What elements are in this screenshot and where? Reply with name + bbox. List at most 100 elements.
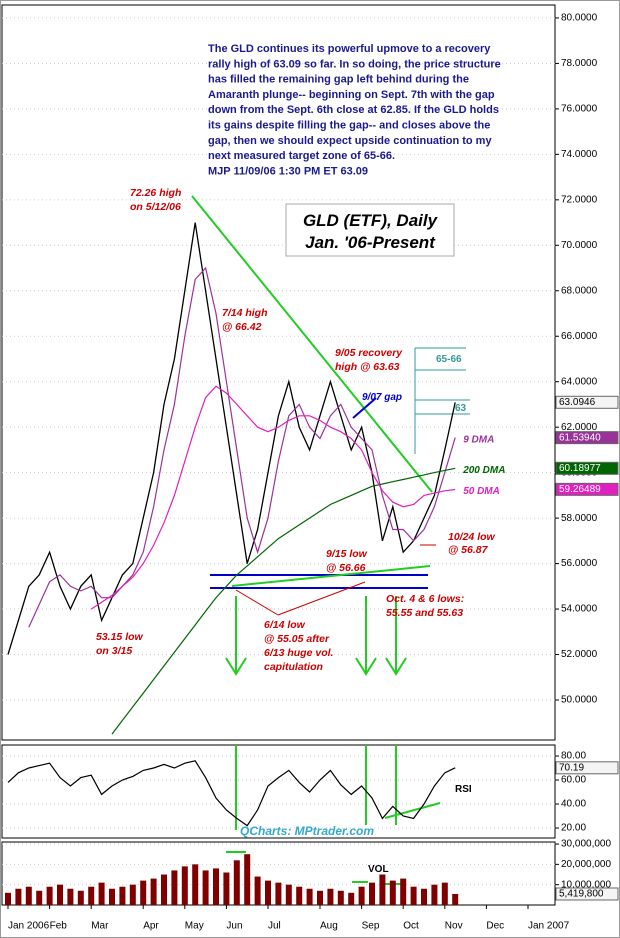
volume-bar [452,893,459,905]
y-tick-label: 72.0000 [561,194,598,205]
y-tick-label: 10,000,000 [561,879,611,890]
volume-bar [369,882,375,905]
annotations: GLD (ETF), Daily Jan. '06-Present 72.26 … [96,43,501,875]
volume-bar [202,870,209,905]
volume-bar [337,890,344,905]
y-tick-label: 52.0000 [561,649,598,660]
volume-bar [306,888,313,905]
x-tick-label: Jul [268,921,281,932]
y-tick-label: 76.0000 [561,104,598,115]
x-tick-label: Dec [486,921,504,932]
support-trendline [231,565,431,587]
rsi-trendline [384,802,441,819]
annotation: 9/07 gap [362,392,402,403]
series-label: 9 DMA [463,434,494,445]
panel [1,744,556,839]
volume-bar [379,874,386,905]
current-value-label: 59.26489 [559,484,601,495]
y-tick-label: 30,000,000 [561,839,611,850]
commentary-line: down from the Sept. 6th close at 62.85. … [208,104,499,116]
volume-bar [285,884,292,905]
chart-subtitle: Jan. '06-Present [305,233,436,252]
volume-bar [441,882,448,905]
commentary-line: has filled the remaining gap left behind… [208,74,469,86]
annotation: @ 55.05 after [264,633,330,645]
y-tick-label: 50.0000 [561,695,598,706]
marks: 63.0946 9 DMA 61.53940 200 DMA 60.18977 50 DM… [5,222,619,905]
series-label: 200 DMA [462,465,505,476]
y-tick-label: 60.00 [561,775,586,786]
volume-bar [98,882,105,905]
x-tick-label: Sep [362,921,380,932]
annotation: Oct. 4 & 6 lows: [386,593,464,605]
volume-bar [119,886,126,905]
y-tick-label: 70.0000 [561,240,598,251]
annotation-lines [191,195,470,885]
volume-bar [150,878,157,905]
current-value-label: 63.0946 [559,397,596,408]
y-tick-label: 20.00 [561,823,586,834]
y-tick-label: 64.0000 [561,376,598,387]
x-tick-label: May [185,921,204,932]
annotation: 72.26 high [130,187,181,199]
y-tick-label: 66.0000 [561,331,598,342]
panel [1,4,556,741]
volume-bar [36,890,43,905]
commentary-line: The GLD continues its powerful upmove to… [208,43,491,55]
volume-bar [233,860,240,905]
title-box [285,203,455,257]
arrow-head [385,657,407,676]
annotation: @ 56.66 [326,562,366,574]
annotation: 6/14 low [264,619,306,631]
volume-bar [140,880,147,905]
volume-bar [15,888,22,905]
trendline [191,195,433,493]
line [111,467,456,735]
x-tick-label: Apr [143,921,159,932]
volume-bar [317,890,323,905]
x-tick-label: Jan 2006 [8,921,50,932]
volume-bar [296,886,303,905]
y-tick-label: 80.00 [561,751,586,762]
annotation: @ 56.87 [448,544,489,556]
x-tick-label: Oct [403,921,419,932]
volume-bar [181,866,188,905]
volume-bar [57,884,63,905]
y-tick-label: 58.0000 [561,513,598,524]
grid: 50.0000 52.0000 54.0000 56.0000 58.0000 60.00… [1,4,611,932]
y-tick-label: 62.0000 [561,422,598,433]
line [28,266,456,628]
volume-bar [171,870,178,905]
volume-bar [213,868,219,905]
current-value-box [555,887,619,901]
volume-bar [192,864,199,905]
y-tick-label: 40.00 [561,799,586,810]
y-tick-label: 78.0000 [561,58,598,69]
x-tick-label: Feb [50,921,68,932]
volume-bar [254,876,261,905]
arrow-head [225,657,247,676]
line [7,760,456,827]
y-tick-label: 80.0000 [561,13,598,24]
volume-bar [348,892,355,905]
annotation: 6/13 huge vol. [264,647,334,659]
line [7,222,456,655]
current-value-label: 61.53940 [559,432,601,443]
commentary-line: its gains despite filling the gap-- and … [208,120,490,132]
volume-bar [327,888,334,905]
annotation: @ 66.42 [222,321,262,333]
volume-bar [77,890,84,905]
volume-bar [67,888,74,905]
volume-bar [265,880,271,905]
volume-bar [25,886,32,905]
volume-bar [389,880,396,905]
annotation: 65-66 [436,354,462,365]
pointer [235,589,279,616]
current-value-label: 60.18977 [559,463,601,474]
volume-bar [223,872,230,905]
annotation: on 3/15 [96,645,132,657]
annotation: 7/14 high [222,307,268,319]
volume-bar [88,886,95,905]
volume-bar [421,888,427,905]
